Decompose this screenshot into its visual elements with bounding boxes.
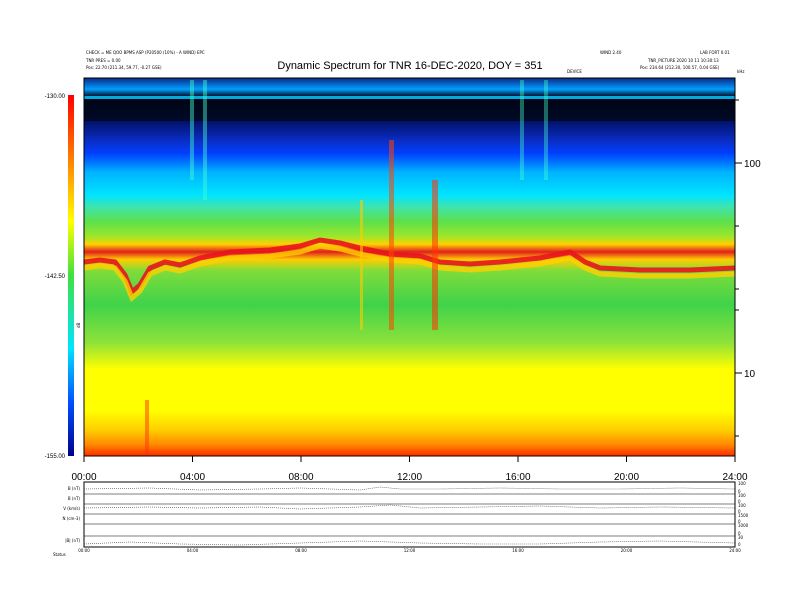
subpanel-left-label: B (nT) [68, 486, 81, 491]
subpanels [83, 481, 736, 548]
header-right-pos: Pos: 234.64 (212.30, 100.57, 0.04 GSE) [640, 65, 720, 70]
subpanel-bottom-ticks: 00:00 04:00 08:00 12:00 16:00 20:00 24:00 [78, 548, 741, 553]
burst-4 [145, 400, 149, 456]
header-right-line2: TNR_PICTURE 2020 10 11 10:30:13 [647, 58, 719, 63]
x-tick-label: 20:00 [614, 472, 639, 483]
subpanel-right-label: 100 [738, 503, 746, 508]
subpanel-right-label: 100 [738, 481, 746, 486]
subpanel-right-label: 30 [738, 535, 744, 540]
burst-1 [360, 200, 363, 330]
x-tick-label: 08:00 [288, 472, 313, 483]
subpanel-x-tick-label: 20:00 [621, 548, 633, 553]
subpanel-right-label: 0 [738, 499, 741, 504]
streak-b [203, 80, 207, 200]
subpanel-x-tick-label: 00:00 [78, 548, 90, 553]
spectrogram-heatmap [83, 77, 736, 457]
subpanel-left-label: V (km/s) [63, 506, 80, 511]
streak-c [520, 80, 524, 180]
subpanel-left-labels: B (nT) B (nT) V (km/s) N (cm-3) |B| (nT) [63, 486, 81, 543]
cyan-line [84, 96, 735, 99]
plasma-line [83, 237, 736, 297]
x-axis: 00:00 04:00 08:00 12:00 16:00 20:00 24:00 [71, 456, 748, 483]
colorbar-tick-bottom: -155.00 [45, 454, 66, 460]
subpanel-frame [83, 481, 736, 548]
burst-3 [432, 180, 438, 330]
subpanel-x-tick-label: 16:00 [512, 548, 524, 553]
subpanel-left-label: |B| (nT) [65, 538, 80, 543]
streak-a [190, 80, 194, 180]
x-tick-label: 12:00 [397, 472, 422, 483]
subpanel-left-label: N (cm-3) [63, 516, 81, 521]
subpanel-x-tick-label: 12:00 [404, 548, 416, 553]
subpanel-right-label: 0 [738, 519, 741, 524]
header-left-line1: CHECK = ME QOO BPMS ASP (P20500 (10%) - … [86, 50, 205, 55]
x-tick-label: 16:00 [505, 472, 530, 483]
bmag-trace [83, 540, 736, 546]
plasma-line-edge [83, 243, 736, 303]
header-center-small: DEVICE [567, 69, 582, 74]
x-tick-label: 24:00 [722, 472, 747, 483]
speed-trace [83, 504, 736, 510]
colorbar [68, 95, 74, 456]
dark-band [84, 101, 735, 121]
x-tick-label: 00:00 [71, 472, 96, 483]
colorbar-label: dB [76, 322, 81, 328]
bfield-trace [83, 486, 736, 491]
header-left-pos: Pos: 22.70 (211.34, 59.77, -0.27 GSE) [86, 65, 162, 70]
subpanel-x-tick-label: 08:00 [295, 548, 307, 553]
khz-label: kHz [737, 69, 744, 74]
ytick-label-100: 100 [744, 159, 761, 170]
header-left-line2: TNR PRES = 0.00 [85, 58, 121, 63]
footer-status: Status [53, 552, 66, 557]
ytick-label-10: 10 [744, 369, 756, 380]
streak-d [544, 80, 548, 180]
header-right-top: WIND 2.40 [600, 50, 622, 55]
x-tick-label: 04:00 [180, 472, 205, 483]
subpanel-right-label: 100 [738, 493, 746, 498]
subpanel-x-tick-label: 24:00 [729, 548, 741, 553]
subpanel-right-label: 1000 [738, 523, 749, 528]
subpanel-left-label: B (nT) [68, 496, 81, 501]
subpanel-right-label: 0 [738, 542, 741, 547]
subpanel-right-label: 0 [738, 531, 741, 536]
subpanel-right-label: 0 [738, 489, 741, 494]
colorbar-tick-top: -130.00 [45, 94, 66, 100]
subpanel-right-label: 0 [738, 509, 741, 514]
header-right-top2: LAB FORT 0.01 [700, 50, 730, 55]
chart-title: Dynamic Spectrum for TNR 16-DEC-2020, DO… [277, 60, 542, 72]
burst-2 [389, 140, 394, 330]
subpanel-x-tick-label: 04:00 [187, 548, 199, 553]
subpanel-right-label: 1500 [738, 513, 749, 518]
colorbar-tick-mid: -142.50 [45, 274, 66, 280]
